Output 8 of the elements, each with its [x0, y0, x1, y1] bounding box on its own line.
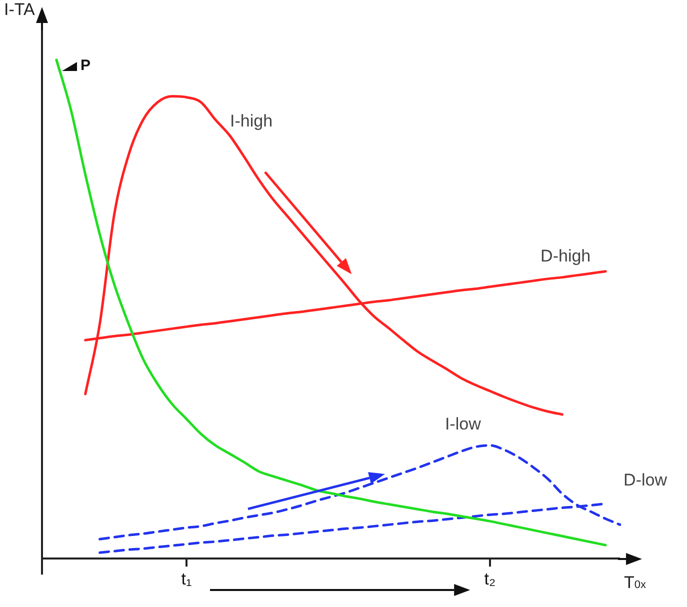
series-label: D-high [540, 246, 591, 266]
series-label: I-low [444, 414, 482, 434]
series-label: D-low [624, 470, 668, 490]
series-label: I-high [230, 111, 273, 130]
x-tick-label: t₂ [484, 569, 496, 588]
x-tick-label: t₁ [181, 569, 192, 588]
y-axis-title: I-TA [4, 0, 35, 20]
annotation: P [80, 56, 90, 74]
